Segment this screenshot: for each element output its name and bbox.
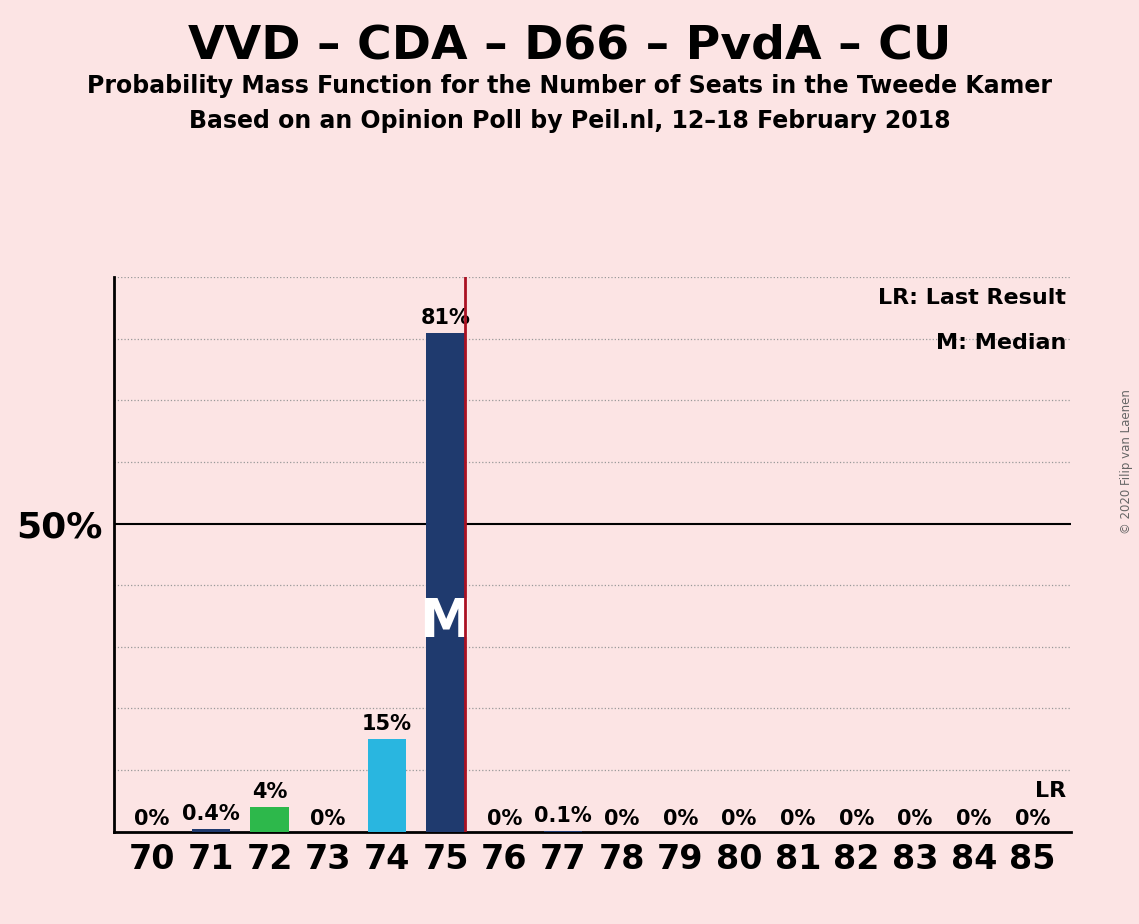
Text: Probability Mass Function for the Number of Seats in the Tweede Kamer: Probability Mass Function for the Number…	[87, 74, 1052, 98]
Text: M: M	[419, 596, 472, 648]
Text: 0%: 0%	[604, 808, 639, 829]
Text: 0%: 0%	[311, 808, 346, 829]
Text: 4%: 4%	[252, 782, 287, 802]
Text: VVD – CDA – D66 – PvdA – CU: VVD – CDA – D66 – PvdA – CU	[188, 23, 951, 68]
Text: 0%: 0%	[486, 808, 522, 829]
Text: 81%: 81%	[420, 308, 470, 328]
Text: 0%: 0%	[663, 808, 698, 829]
Text: LR: LR	[1034, 781, 1066, 800]
Text: 0%: 0%	[721, 808, 756, 829]
Text: 0.4%: 0.4%	[182, 804, 239, 824]
Text: Based on an Opinion Poll by Peil.nl, 12–18 February 2018: Based on an Opinion Poll by Peil.nl, 12–…	[189, 109, 950, 133]
Text: 0%: 0%	[780, 808, 816, 829]
Text: 0%: 0%	[898, 808, 933, 829]
Bar	[191, 829, 230, 832]
Bar	[426, 333, 465, 832]
Text: © 2020 Filip van Laenen: © 2020 Filip van Laenen	[1121, 390, 1133, 534]
Text: 0.1%: 0.1%	[534, 806, 592, 826]
Text: 0%: 0%	[956, 808, 991, 829]
Text: LR: Last Result: LR: Last Result	[878, 288, 1066, 309]
Text: 15%: 15%	[362, 714, 412, 735]
Bar	[251, 807, 288, 832]
Bar	[368, 739, 405, 832]
Text: 0%: 0%	[134, 808, 170, 829]
Text: M: Median: M: Median	[935, 333, 1066, 353]
Text: 0%: 0%	[838, 808, 874, 829]
Text: 0%: 0%	[1015, 808, 1050, 829]
